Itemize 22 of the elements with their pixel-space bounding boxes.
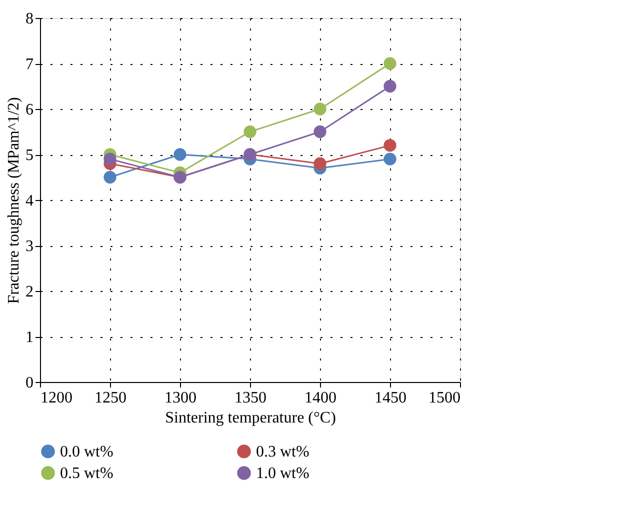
legend-label: 0.5 wt% — [60, 465, 114, 482]
y-axis-title: Fracture toughness (MPam^1/2) — [6, 97, 22, 304]
x-tick-label: 1500 — [428, 390, 460, 406]
x-tick-label: 1450 — [374, 390, 406, 406]
x-tick-label: 1250 — [94, 390, 126, 406]
x-tick-label: 1200 — [40, 390, 72, 406]
x-tick-label: 1350 — [234, 390, 266, 406]
x-tick-label: 1300 — [164, 390, 196, 406]
legend-label: 0.0 wt% — [60, 443, 114, 460]
y-tick-label: 4 — [26, 192, 34, 210]
y-tick-label: 0 — [26, 374, 34, 392]
x-axis-title: Sintering temperature (°C) — [165, 410, 336, 426]
legend-label: 1.0 wt% — [256, 465, 310, 482]
y-tick-label: 6 — [26, 102, 34, 118]
y-tick-label: 1 — [26, 329, 34, 346]
y-tick-label: 8 — [26, 10, 34, 28]
legend-label: 0.3 wt% — [256, 443, 310, 460]
y-tick-label: 2 — [26, 284, 34, 300]
y-tick-label: 3 — [26, 238, 34, 255]
x-tick-label: 1400 — [304, 390, 336, 406]
y-tick-label: 7 — [26, 56, 34, 73]
y-tick-label: 5 — [26, 147, 34, 164]
